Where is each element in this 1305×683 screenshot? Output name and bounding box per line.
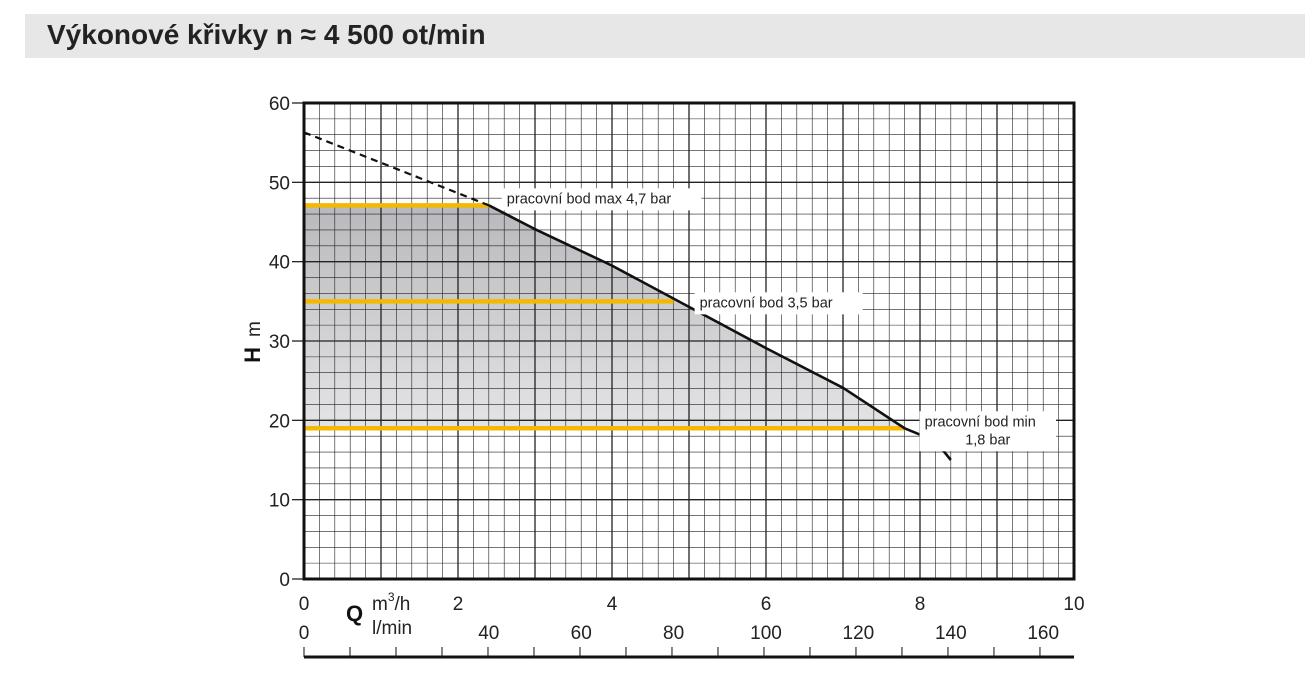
x-tick-label: 2	[453, 594, 464, 615]
x2-tick-label: 40	[478, 623, 499, 644]
plot-border	[302, 101, 1076, 581]
plot-frame	[292, 101, 1076, 659]
y-tick-label: 50	[269, 173, 290, 194]
callout-label: pracovní bod 3,5 bar	[700, 295, 833, 311]
x2-tick-label: 120	[843, 623, 875, 644]
callout-label: pracovní bod min	[925, 414, 1036, 430]
x2-tick-label: 0	[299, 623, 310, 644]
x2-tick-label: 80	[663, 623, 684, 644]
x-unit-superscript: 3	[388, 590, 395, 604]
callout-label: 1,8 bar	[965, 432, 1010, 448]
y-tick-label: 0	[279, 570, 290, 591]
x-tick-label: 10	[1063, 594, 1084, 615]
y-axis-unit: m	[244, 321, 265, 337]
x-axis-unit-secondary: l/min	[372, 618, 412, 639]
operating-point-lines	[304, 203, 905, 431]
callout-background	[919, 411, 1056, 452]
x2-tick-label: 100	[750, 623, 782, 644]
x2-tick-label: 140	[935, 623, 967, 644]
title-bar: Výkonové křivky n ≈ 4 500 ot/min	[25, 14, 1305, 58]
callout-background	[501, 188, 702, 211]
curve-extrapolated	[303, 131, 490, 207]
y-tick-label: 40	[269, 253, 290, 274]
page-title: Výkonové křivky n ≈ 4 500 ot/min	[47, 19, 486, 50]
x-tick-label: 8	[915, 594, 926, 615]
y-axis-name: H	[240, 347, 265, 363]
shaded-working-region	[304, 205, 905, 429]
x-unit-base: m	[372, 594, 388, 615]
working-range-area	[304, 205, 905, 429]
x-axis-name: Q	[346, 601, 363, 626]
x2-tick-label: 160	[1027, 623, 1059, 644]
x-tick-label: 0	[299, 594, 310, 615]
y-tick-label: 10	[269, 491, 290, 512]
y-axis-title: Hm	[240, 321, 265, 363]
y-tick-label: 30	[269, 332, 290, 353]
x2-tick-label: 60	[571, 623, 592, 644]
y-tick-label: 60	[269, 94, 290, 115]
operating-point-callout-1: pracovní bod max 4,7 bar	[501, 188, 702, 211]
y-tick-label: 20	[269, 411, 290, 432]
x-unit-rest: /h	[395, 594, 411, 615]
callout-background	[694, 292, 863, 315]
chart-grid	[303, 102, 1075, 580]
x-tick-label: 6	[761, 594, 772, 615]
x-tick-label: 4	[607, 594, 618, 615]
callout-label: pracovní bod max 4,7 bar	[507, 191, 672, 207]
x-axis-unit-primary: m3/h	[372, 590, 410, 615]
operating-point-callout-2: pracovní bod 3,5 bar	[694, 292, 863, 315]
operating-point-callout-3: pracovní bod min 1,8 bar	[919, 411, 1056, 452]
